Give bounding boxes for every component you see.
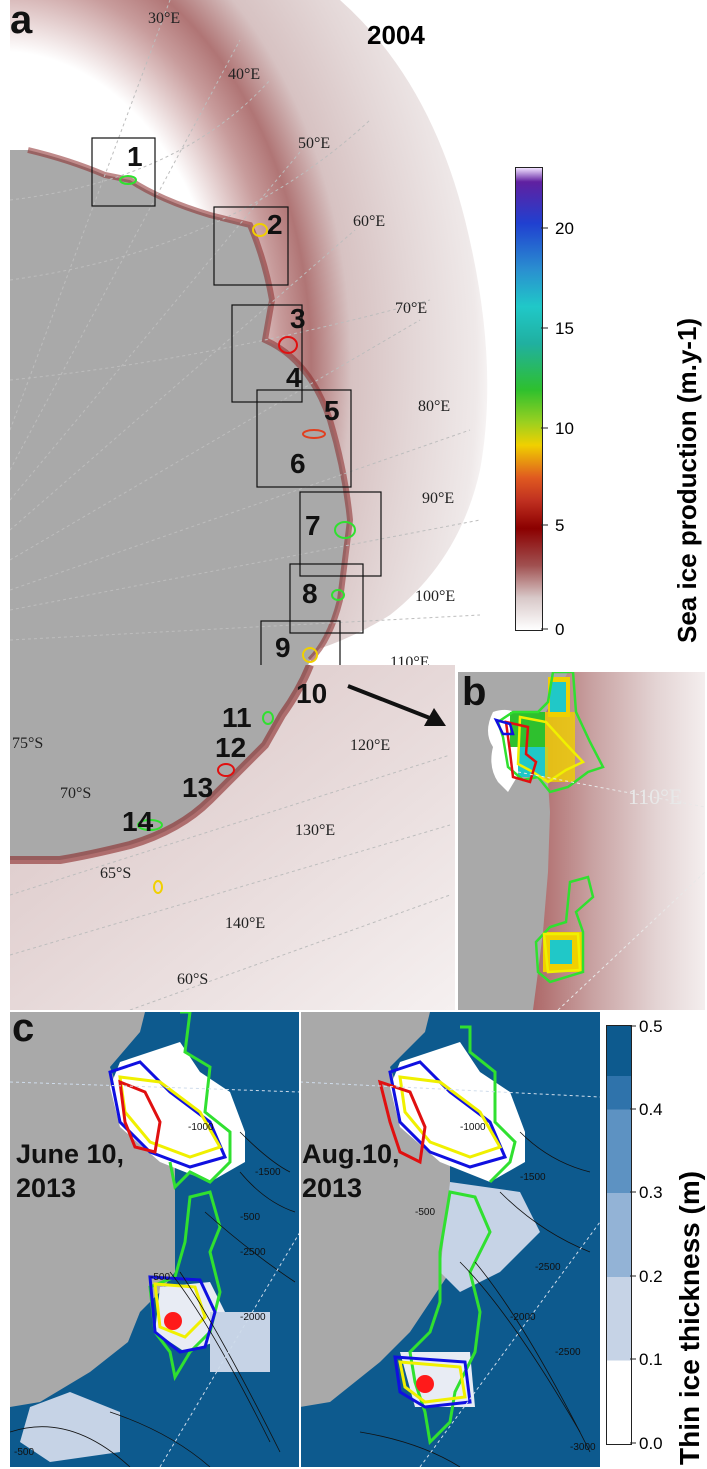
tick-thk-2: 0.2 [639,1267,663,1286]
antarctica-land-lower [10,665,310,860]
tick-thk-5: 0.5 [639,1017,663,1036]
region-10: 10 [296,678,328,709]
lon-120: 120°E [350,737,391,754]
contour-label-l2: -500 [240,1212,261,1223]
panel-b-polynya-outlines [493,672,605,984]
tick-thk-0: 0.0 [639,1434,663,1453]
lat-65: 65°S [100,865,132,882]
panel-b-land [458,672,568,1010]
date-august-line1: Aug.10, [302,1139,400,1169]
contour-label-r1: -1000 [460,1122,486,1133]
polynya-hotspots [119,175,356,663]
year-label: 2004 [367,20,425,50]
region-4: 4 [286,362,302,393]
contour-label-r6: -2500 [555,1347,581,1358]
lat-75: 75°S [12,735,44,752]
tick-prod-0: 0 [555,620,565,639]
panel-a: a 2004 30°E 40°E 50°E 60°E 70°E 80°E 90°… [10,0,510,671]
colorbar-thickness-ramp [606,1025,632,1445]
lon-60: 60°E [353,213,386,230]
panel-c-maps [10,1012,600,1467]
region-1: 1 [127,141,143,172]
date-june-line2: 2013 [16,1173,77,1203]
lon-90: 90°E [422,490,455,507]
coastal-production-band [27,147,354,663]
lat-60: 60°S [177,971,209,988]
lon-130: 130°E [295,822,336,839]
contour-label-l7: -500 [14,1447,35,1458]
colorbar-production-ticks [541,227,548,630]
panel-c: c June 10, 2013 Aug.10, 2013 -1000 -500 … [10,1006,600,1467]
region-5: 5 [324,395,340,426]
contour-label-l1: -1000 [188,1122,214,1133]
colorbar-production-title: Sea ice production (m.y-1) [672,317,702,643]
region-boxes [91,137,382,665]
tick-thk-3: 0.3 [639,1183,663,1202]
date-august-line2: 2013 [302,1173,363,1203]
contour-label-l6: -2000 [240,1312,266,1323]
graticule [10,0,481,641]
contour-label-l5: -2500 [240,1247,266,1258]
region-7: 7 [305,510,321,541]
panel-b-longitude: 110°E [628,784,683,809]
lon-70: 70°E [395,300,428,317]
lon-140: 140°E [225,915,266,932]
contour-label-r4: -2500 [535,1262,561,1273]
contour-label-r5: -2000 [510,1312,536,1323]
lon-30: 30°E [148,10,181,27]
region-14: 14 [122,806,154,837]
tick-thk-1: 0.1 [639,1350,663,1369]
contour-label-l3: -1500 [255,1167,281,1178]
panel-a-map [10,0,510,665]
region-2: 2 [267,209,283,240]
contour-label-r7: -3000 [570,1442,596,1453]
contour-label-r2: -1500 [520,1172,546,1183]
date-june: June 10, 2013 [16,1137,124,1205]
panel-b-map [458,672,705,1010]
tick-prod-20: 20 [555,219,574,238]
panel-b-letter: b [462,672,487,714]
panel-a-letter: a [10,0,33,42]
panel-a-lower: 75°S 120°E 70°S 130°E 65°S 140°E 60°S [10,665,455,1010]
panel-c-august-map [299,1012,600,1467]
lon-50: 50°E [298,135,331,152]
colorbar-thickness-ticks [630,1025,636,1444]
tick-thk-4: 0.4 [639,1100,663,1119]
lon-80: 80°E [418,398,451,415]
colorbar-production: 0 5 10 15 20 Sea ice production (m.y-1) [515,165,705,645]
colorbar-production-ramp [515,167,543,631]
zoom-arrow [347,684,446,726]
region-9: 9 [275,632,291,663]
lon-40: 40°E [228,66,261,83]
panel-c-june-map [10,1012,301,1467]
region-11: 11 [222,702,252,733]
tick-prod-5: 5 [555,516,565,535]
region-3: 3 [290,303,306,334]
region-13: 13 [182,772,214,803]
panel-b: b 110°E [458,672,705,1010]
colorbar-thickness: 0.0 0.1 0.2 0.3 0.4 0.5 Thin ice thickne… [606,1017,706,1465]
lat-70: 70°S [60,785,92,802]
date-august: Aug.10, 2013 [302,1137,400,1205]
panel-c-letter: c [12,1006,35,1050]
contour-label-r3: -500 [415,1207,436,1218]
region-8: 8 [302,578,318,609]
lon-100: 100°E [415,588,456,605]
contour-label-l4: -500 [150,1272,171,1283]
date-june-line1: June 10, [16,1139,125,1169]
tick-prod-15: 15 [555,319,574,338]
panel-a-lower-map [10,665,455,1010]
region-6: 6 [290,448,306,479]
tick-prod-10: 10 [555,419,574,438]
region-12: 12 [215,732,247,763]
colorbar-thickness-title: Thin ice thickness (m) [674,1170,705,1465]
